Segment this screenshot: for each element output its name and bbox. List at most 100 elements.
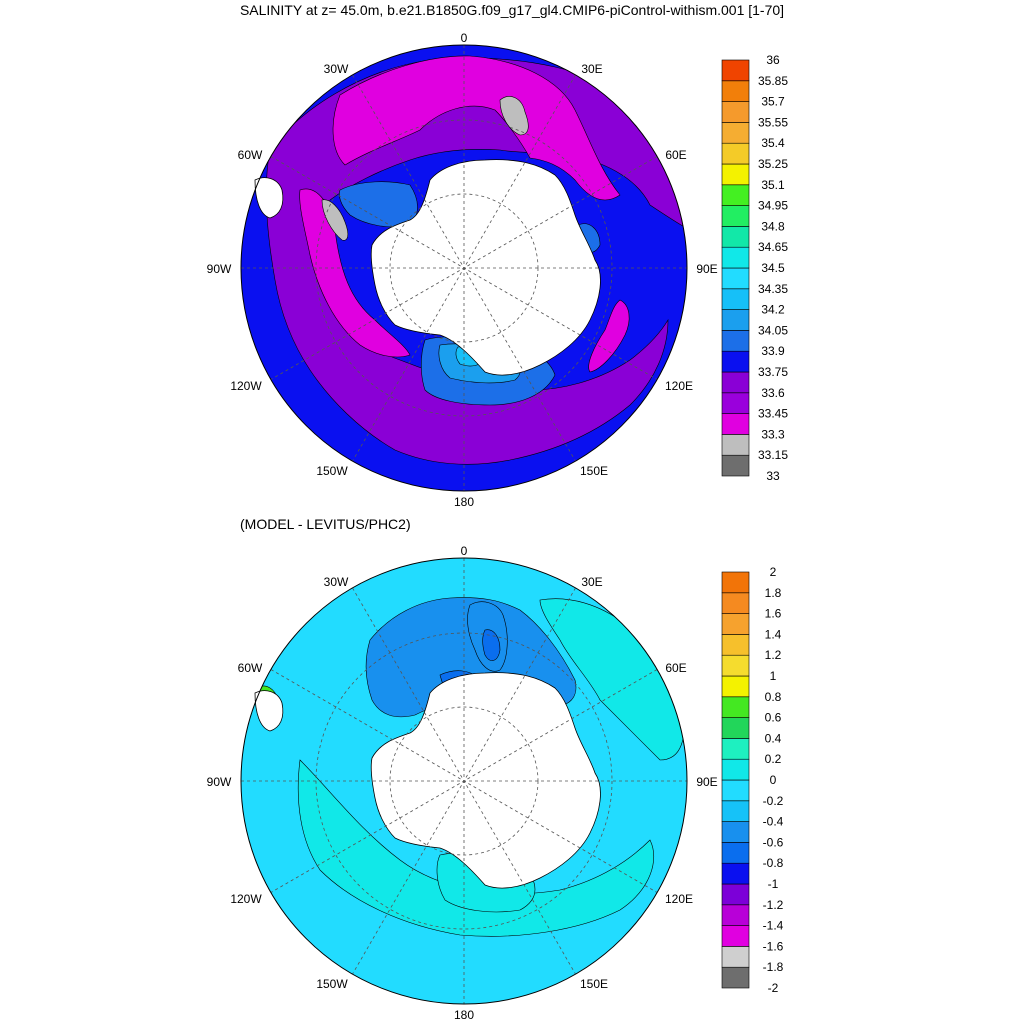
lon-label-150w: 150W <box>316 464 348 478</box>
chart-title: SALINITY at z= 45.0m, b.e21.B1850G.f09_g… <box>239 2 785 18</box>
lon-label-60e: 60E <box>665 148 686 162</box>
difference-colorbar-tick-label: -1.2 <box>763 898 784 912</box>
salinity-colorbar-tick-label: 34.5 <box>761 261 785 275</box>
salinity-colorbar-tick-label: 33.45 <box>758 407 788 421</box>
lon-label-60w: 60W <box>238 148 263 162</box>
antarctica-landmass <box>370 159 601 376</box>
difference-colorbar-swatch <box>721 821 750 843</box>
difference-subtitle: (MODEL - LEVITUS/PHC2) <box>240 516 411 532</box>
lon-label-120e: 120E <box>665 379 693 393</box>
salinity-colorbar-swatch <box>721 246 750 269</box>
difference-colorbar-swatch <box>721 675 750 698</box>
graticule <box>241 45 687 491</box>
salinity-colorbar-swatch <box>721 101 750 123</box>
lon-label-90e: 90E <box>696 775 717 789</box>
difference-colorbar-tick-label: 0.2 <box>765 752 782 766</box>
salinity-colorbar-swatch <box>721 350 750 373</box>
difference-field--0.2 <box>297 759 654 937</box>
salinity-colorbar-swatch <box>721 413 750 435</box>
antarctica-landmass <box>370 672 601 889</box>
graticule <box>241 558 687 1004</box>
south-america-tip <box>254 690 284 732</box>
difference-colorbar-swatch <box>721 925 750 947</box>
south-america-tip <box>254 177 284 219</box>
lon-label-120e: 120E <box>665 892 693 906</box>
salinity-colorbar-tick-label: 33.75 <box>758 365 788 379</box>
salinity-colorbar-tick-label: 33 <box>766 469 780 483</box>
salinity-colorbar-tick-label: 35.1 <box>761 178 785 192</box>
salinity-colorbar-tick-label: 33.9 <box>761 344 785 358</box>
lon-label-120w: 120W <box>230 892 262 906</box>
difference-colorbar-tick-label: 0.6 <box>765 711 782 725</box>
salinity-colorbar-tick-label: 34.95 <box>758 199 788 213</box>
difference-colorbar-tick-label: -0.4 <box>763 815 784 829</box>
lon-label-0: 0 <box>461 31 468 45</box>
salinity-colorbar-swatch <box>721 122 750 144</box>
difference-colorbar-swatch <box>721 758 750 781</box>
difference-colorbar-swatch <box>721 966 750 989</box>
difference-colorbar-tick-label: 2 <box>770 565 777 579</box>
difference-colorbar-swatch <box>721 592 750 614</box>
difference-colorbar-tick-label: -1.4 <box>763 919 784 933</box>
salinity-colorbar-swatch <box>721 330 750 352</box>
lon-label-150e: 150E <box>580 977 608 991</box>
difference-colorbar-tick-label: -1.8 <box>763 960 784 974</box>
salinity-colorbar-swatch <box>721 59 750 82</box>
difference-colorbar-tick-label: 0.4 <box>765 731 782 745</box>
difference-colorbar-tick-label: 1.4 <box>765 627 782 641</box>
salinity-colorbar-tick-label: 34.2 <box>761 303 785 317</box>
lon-label-30e: 30E <box>581 575 602 589</box>
salinity-colorbar-swatch <box>721 371 750 394</box>
salinity-colorbar-tick-label: 34.8 <box>761 219 785 233</box>
salinity-colorbar-swatch <box>721 142 750 165</box>
lon-label-30w: 30W <box>324 62 349 76</box>
difference-colorbar-swatch <box>721 696 750 718</box>
salinity-colorbar-swatch <box>721 184 750 206</box>
difference-colorbar: 2 1.8 1.6 1.4 1.2 1 0.8 0.6 0.4 0.2 0 -0.2 -0.4 -0.6 -… <box>721 565 784 995</box>
difference-colorbar-tick-label: 0 <box>770 773 777 787</box>
difference-colorbar-swatch <box>721 613 750 635</box>
difference-colorbar-swatch <box>721 862 750 885</box>
salinity-colorbar-tick-label: 34.35 <box>758 282 788 296</box>
salinity-colorbar-swatch <box>721 288 750 310</box>
salinity-colorbar-swatch <box>721 392 750 414</box>
difference-colorbar-swatch <box>721 717 750 739</box>
difference-colorbar-swatch <box>721 738 750 760</box>
lon-label-30w: 30W <box>324 575 349 589</box>
lon-label-60e: 60E <box>665 661 686 675</box>
salinity-colorbar-tick-label: 33.3 <box>761 427 785 441</box>
difference-colorbar-swatch <box>721 842 750 864</box>
difference-colorbar-swatch <box>721 946 750 968</box>
difference-colorbar-tick-label: 1.6 <box>765 607 782 621</box>
difference-map: 0 30E 60E 90E 120E 150E 180 150W 120W 90… <box>207 544 718 1022</box>
salinity-field-33.45 <box>588 299 630 373</box>
salinity-field-33.3 <box>321 199 349 241</box>
lon-label-180: 180 <box>454 1008 474 1022</box>
lon-label-120w: 120W <box>230 379 262 393</box>
lon-label-30e: 30E <box>581 62 602 76</box>
lon-label-90w: 90W <box>207 775 232 789</box>
difference-colorbar-tick-label: 1.2 <box>765 648 782 662</box>
lon-label-150w: 150W <box>316 977 348 991</box>
difference-colorbar-tick-label: 0.8 <box>765 690 782 704</box>
difference-colorbar-tick-label: -0.6 <box>763 835 784 849</box>
salinity-colorbar-swatch <box>721 434 750 456</box>
difference-colorbar-tick-label: -1.6 <box>763 939 784 953</box>
salinity-colorbar-swatch <box>721 226 750 248</box>
difference-colorbar-swatch <box>721 779 750 802</box>
salinity-colorbar-tick-label: 34.05 <box>758 323 788 337</box>
lon-label-0: 0 <box>461 544 468 558</box>
salinity-colorbar-swatch <box>721 205 750 227</box>
lon-label-60w: 60W <box>238 661 263 675</box>
salinity-colorbar-tick-label: 35.25 <box>758 157 788 171</box>
difference-colorbar-swatch <box>721 571 750 594</box>
salinity-colorbar-tick-label: 33.15 <box>758 448 788 462</box>
difference-colorbar-swatch <box>721 904 750 926</box>
salinity-colorbar-swatch <box>721 454 750 477</box>
salinity-colorbar: 36 35.85 35.7 35.55 35.4 35.25 35.1 34.95 34.8 34… <box>721 53 788 483</box>
salinity-colorbar-tick-label: 34.65 <box>758 240 788 254</box>
difference-colorbar-swatch <box>721 883 750 906</box>
salinity-colorbar-tick-label: 36 <box>766 53 780 67</box>
salinity-colorbar-tick-label: 33.6 <box>761 386 785 400</box>
difference-colorbar-swatch <box>721 654 750 677</box>
